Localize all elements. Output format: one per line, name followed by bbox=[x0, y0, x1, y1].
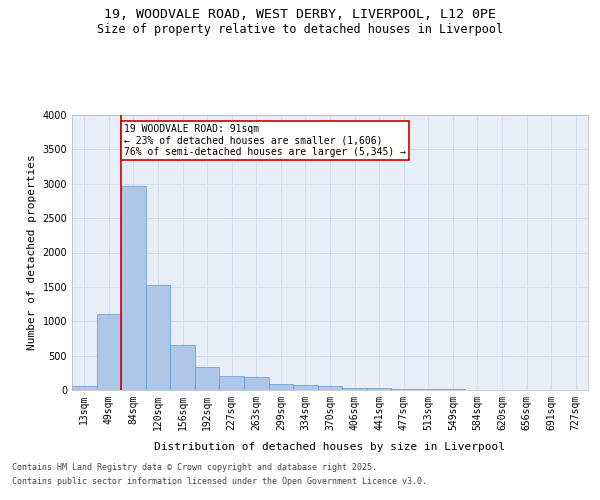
Bar bbox=[293, 385, 318, 390]
Text: Size of property relative to detached houses in Liverpool: Size of property relative to detached ho… bbox=[97, 22, 503, 36]
Bar bbox=[121, 186, 146, 390]
Bar bbox=[72, 386, 97, 390]
Text: Contains public sector information licensed under the Open Government Licence v3: Contains public sector information licen… bbox=[12, 477, 427, 486]
Bar bbox=[391, 389, 416, 390]
Bar bbox=[342, 388, 367, 390]
Y-axis label: Number of detached properties: Number of detached properties bbox=[27, 154, 37, 350]
Bar bbox=[220, 376, 244, 390]
Bar bbox=[146, 285, 170, 390]
Text: Distribution of detached houses by size in Liverpool: Distribution of detached houses by size … bbox=[155, 442, 505, 452]
Text: Contains HM Land Registry data © Crown copyright and database right 2025.: Contains HM Land Registry data © Crown c… bbox=[12, 464, 377, 472]
Bar bbox=[318, 386, 342, 390]
Bar bbox=[97, 314, 121, 390]
Bar bbox=[195, 368, 220, 390]
Bar bbox=[269, 384, 293, 390]
Text: 19 WOODVALE ROAD: 91sqm
← 23% of detached houses are smaller (1,606)
76% of semi: 19 WOODVALE ROAD: 91sqm ← 23% of detache… bbox=[124, 124, 406, 157]
Bar bbox=[367, 388, 391, 390]
Text: 19, WOODVALE ROAD, WEST DERBY, LIVERPOOL, L12 0PE: 19, WOODVALE ROAD, WEST DERBY, LIVERPOOL… bbox=[104, 8, 496, 20]
Bar bbox=[170, 346, 195, 390]
Bar bbox=[244, 378, 269, 390]
